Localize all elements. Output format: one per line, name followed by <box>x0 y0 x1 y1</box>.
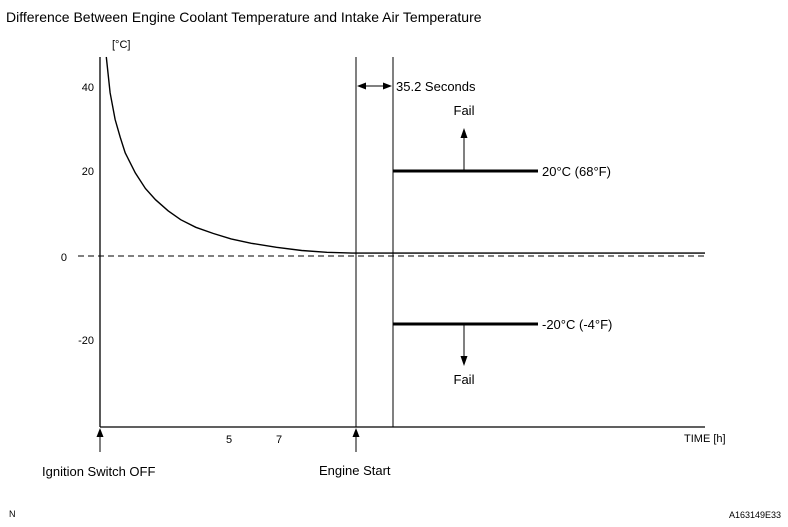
x-axis-label: TIME [h] <box>684 433 726 445</box>
footer-left: N <box>9 509 16 519</box>
y-tick-label: 40 <box>82 82 94 94</box>
interval-arrowhead-right <box>383 82 392 90</box>
y-tick-label: 0 <box>61 252 67 264</box>
y-tick-label: -20 <box>78 335 94 347</box>
chart-title: Difference Between Engine Coolant Temper… <box>6 9 482 25</box>
lower-fail-arrowhead <box>460 356 468 366</box>
interval-arrowhead-left <box>357 82 366 90</box>
engine-start-arrowhead <box>352 428 360 437</box>
interval-label: 35.2 Seconds <box>396 79 476 94</box>
series-line <box>105 56 705 254</box>
lower-fail-label: Fail <box>454 372 475 387</box>
upper-fail-arrowhead <box>460 128 468 138</box>
ignition-label: Ignition Switch OFF <box>42 464 155 479</box>
x-tick-label: 7 <box>276 434 282 446</box>
footer-right: A163149E33 <box>729 510 781 520</box>
lower-threshold-label: -20°C (-4°F) <box>542 317 612 332</box>
y-tick-label: 20 <box>82 166 94 178</box>
engine-start-label: Engine Start <box>319 463 391 478</box>
x-tick-label: 5 <box>226 434 232 446</box>
ignition-arrowhead <box>96 428 104 437</box>
upper-threshold-label: 20°C (68°F) <box>542 164 611 179</box>
upper-fail-label: Fail <box>454 103 475 118</box>
y-axis-label: [°C] <box>112 39 130 51</box>
